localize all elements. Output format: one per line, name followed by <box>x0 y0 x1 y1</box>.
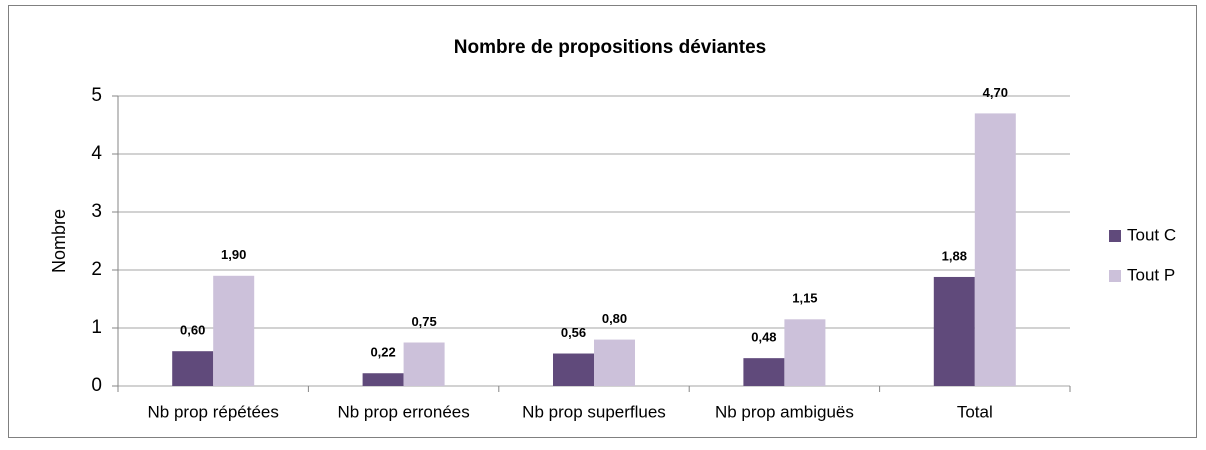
legend-swatch <box>1109 270 1121 282</box>
value-label: 1,15 <box>792 291 817 306</box>
value-label: 1,90 <box>221 247 246 262</box>
x-tick-label: Nb prop superflues <box>522 402 666 421</box>
x-tick-label: Nb prop erronées <box>337 402 469 421</box>
y-tick-label: 0 <box>91 375 102 396</box>
value-label: 0,22 <box>370 345 395 360</box>
y-tick-label: 5 <box>91 85 102 106</box>
bar <box>213 275 255 386</box>
x-tick-label: Nb prop répétées <box>148 402 279 421</box>
chart-title: Nombre de propositions déviantes <box>454 37 767 58</box>
bar <box>362 373 404 386</box>
y-tick-label: 1 <box>91 317 102 338</box>
y-tick-label: 3 <box>91 201 102 222</box>
bar <box>974 113 1016 387</box>
y-tick-label: 2 <box>91 259 102 280</box>
legend-label: Tout C <box>1127 225 1176 244</box>
value-label: 0,48 <box>751 330 776 345</box>
bar <box>784 319 826 386</box>
bar <box>743 358 785 386</box>
y-axis-label: Nombre <box>49 209 69 273</box>
legend-swatch <box>1109 230 1121 242</box>
bar <box>933 276 975 386</box>
value-label: 4,70 <box>983 85 1008 100</box>
bar <box>553 353 594 386</box>
value-label: 0,56 <box>561 325 586 340</box>
value-label: 0,75 <box>411 314 436 329</box>
legend-label: Tout P <box>1127 265 1175 284</box>
x-tick-label: Nb prop ambiguës <box>715 402 854 421</box>
value-label: 1,88 <box>942 248 967 263</box>
y-tick-label: 4 <box>91 143 102 164</box>
value-label: 0,60 <box>180 323 205 338</box>
bar <box>403 342 445 386</box>
bar <box>172 351 214 386</box>
x-tick-label: Total <box>957 402 993 421</box>
value-label: 0,80 <box>602 311 627 326</box>
bar <box>594 339 635 386</box>
